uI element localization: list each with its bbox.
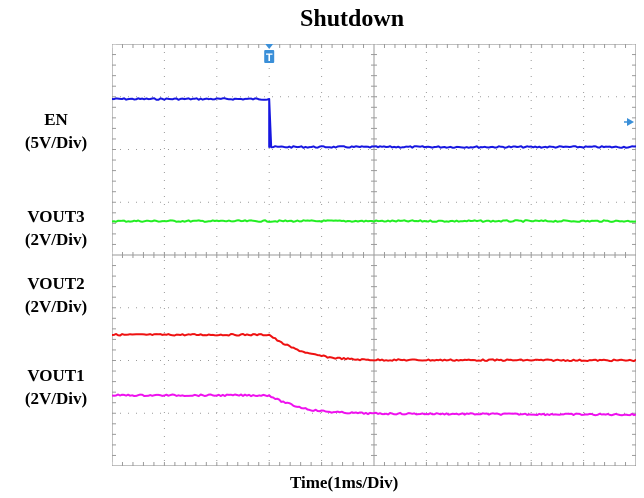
trigger-marker-label: T bbox=[266, 52, 273, 64]
trace-vout3 bbox=[112, 219, 636, 223]
channel-scale-vout3: (2V/Div) bbox=[24, 230, 88, 249]
channel-scale-vout2: (2V/Div) bbox=[24, 297, 88, 316]
channel-scale-en: (5V/Div) bbox=[24, 133, 88, 152]
channel-name-vout2: VOUT2 bbox=[27, 274, 85, 293]
trace-en bbox=[112, 97, 636, 149]
chart-title: Shutdown bbox=[300, 6, 405, 32]
grid bbox=[112, 44, 636, 466]
traces bbox=[112, 97, 636, 417]
trigger-position-marker bbox=[264, 50, 275, 63]
trace-vout1 bbox=[112, 393, 636, 417]
trigger-arrow-icon bbox=[265, 44, 274, 49]
channel-label-vout1: VOUT1 (2V/Div) bbox=[2, 364, 110, 410]
trigger-level-arrow-icon bbox=[627, 118, 634, 126]
x-axis-label: Time(1ms/Div) bbox=[290, 473, 399, 492]
channel-name-en: EN bbox=[44, 110, 68, 129]
markers: T bbox=[264, 44, 634, 126]
channel-label-en: EN (5V/Div) bbox=[2, 108, 110, 154]
channel-name-vout3: VOUT3 bbox=[27, 207, 85, 226]
channel-label-vout2: VOUT2 (2V/Div) bbox=[2, 272, 110, 318]
channel-name-vout1: VOUT1 bbox=[27, 366, 85, 385]
channel-label-vout3: VOUT3 (2V/Div) bbox=[2, 205, 110, 251]
oscilloscope-plot: T bbox=[112, 44, 636, 466]
trace-vout2 bbox=[112, 333, 636, 363]
channel-scale-vout1: (2V/Div) bbox=[24, 389, 88, 408]
